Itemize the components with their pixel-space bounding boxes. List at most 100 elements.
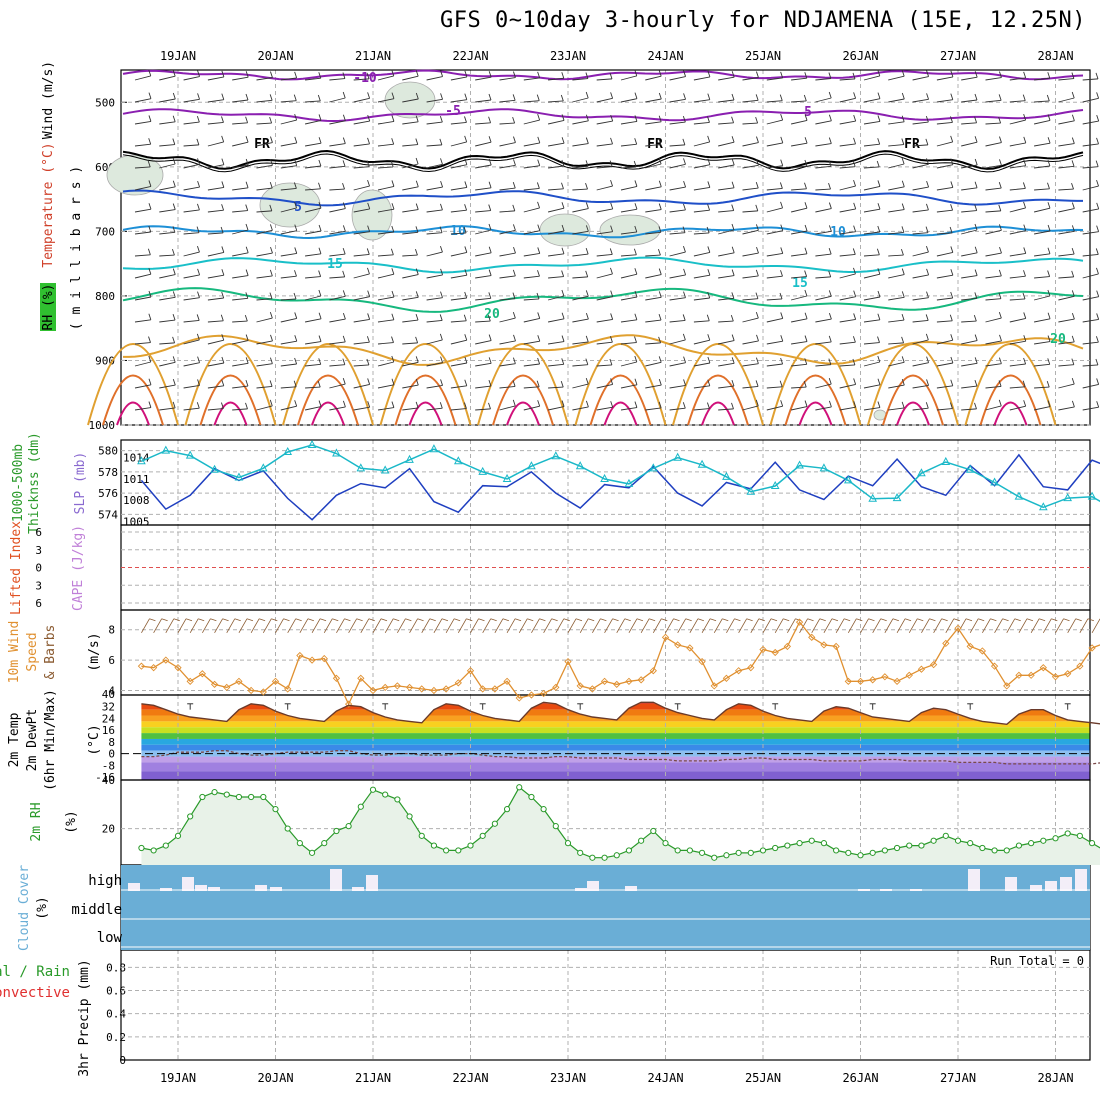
barb (159, 296, 176, 301)
wind10-barb-flag (368, 618, 375, 622)
barb (596, 253, 613, 257)
barb (402, 319, 419, 323)
barb-flag (974, 116, 978, 123)
barb (426, 98, 443, 103)
barb-flag (682, 402, 686, 409)
barb (426, 163, 443, 169)
barb (450, 297, 467, 301)
date-top-1: 20JAN (257, 49, 293, 63)
barb-flag (707, 135, 711, 143)
barb-flag (1046, 94, 1050, 102)
barb-flag (1023, 270, 1026, 277)
barb-flag (683, 70, 686, 77)
diurnal-contour-4-1 (492, 374, 554, 426)
barb (402, 121, 419, 125)
barb (232, 340, 249, 345)
wind10-point (284, 685, 292, 693)
wind10-barb-flag (502, 618, 510, 622)
barb (256, 99, 273, 103)
barb-flag (901, 248, 904, 256)
barb (329, 188, 345, 191)
barb-flag (415, 291, 419, 298)
barb (353, 97, 370, 103)
barb (839, 78, 856, 81)
barb-flag (585, 377, 589, 385)
barb (353, 341, 370, 345)
barb (183, 121, 200, 125)
barb-flag (269, 292, 273, 299)
barb (669, 297, 686, 301)
barb-flag (294, 270, 297, 277)
barb (134, 208, 152, 213)
barb-flag (172, 226, 176, 233)
barb (936, 187, 953, 191)
wind10-barb (226, 618, 236, 633)
barb (572, 120, 589, 125)
wind10-barb-flag (990, 618, 997, 622)
wind10-barb-flag (222, 618, 229, 622)
barb-flag (196, 138, 200, 146)
barb-flag (926, 379, 929, 386)
wind10-barb (397, 618, 406, 633)
barb-flag (172, 401, 176, 409)
barb (912, 319, 929, 323)
barb-flag (926, 291, 929, 298)
wind10-barb-flag (892, 618, 900, 622)
barb-flag (1071, 202, 1075, 209)
barb (475, 187, 492, 191)
date-top-3: 22JAN (452, 49, 488, 63)
barb-flag (706, 402, 710, 409)
wind10-point (698, 657, 706, 666)
barb-flag (391, 268, 395, 275)
barb-flag (561, 159, 565, 167)
barb (450, 232, 467, 235)
barb-flag (658, 291, 662, 298)
barb-flag (1023, 136, 1027, 144)
barb (742, 363, 759, 367)
barb-flag (1047, 182, 1050, 189)
barb (329, 318, 346, 323)
rh2m-point (394, 796, 401, 803)
barb-flag (488, 116, 492, 123)
barb (912, 274, 929, 279)
temp2m-line (141, 701, 1100, 726)
barb (863, 254, 880, 257)
diurnal-contour-3-0 (379, 343, 472, 426)
wind10-point (552, 683, 560, 692)
wind10-barb (1030, 618, 1040, 633)
barb-flag (877, 225, 881, 233)
barb-flag (318, 335, 322, 342)
barb-flag (342, 160, 346, 167)
barb (912, 186, 929, 191)
barb (766, 100, 783, 103)
barb (548, 363, 564, 367)
wind10-barb (701, 618, 711, 633)
barb-flag (1071, 247, 1075, 255)
barb-flag (390, 248, 394, 255)
barb (815, 318, 832, 323)
barb (499, 142, 516, 147)
wind10-barb (165, 618, 175, 633)
barb (912, 339, 929, 345)
precip-ytick-2: 0.4 (106, 1008, 126, 1021)
barb (402, 163, 419, 169)
barb-flag (561, 247, 565, 254)
barb-flag (877, 355, 881, 363)
barb (961, 340, 978, 345)
date-bottom-7: 26JAN (842, 1071, 878, 1085)
wind10-barb-flag (453, 618, 461, 622)
barb-flag (220, 314, 224, 321)
barb-flag (342, 91, 346, 99)
barb (645, 361, 662, 367)
ylabel-temp: Temperature (°C) (41, 142, 56, 267)
barb-flag (706, 226, 710, 234)
barb (159, 121, 176, 125)
barb-flag (755, 204, 759, 212)
barb (377, 319, 394, 323)
slp-point (332, 448, 341, 457)
barb-flag (318, 247, 322, 254)
rh2m-point (991, 847, 998, 854)
wind10-point (625, 677, 633, 685)
barb (377, 121, 395, 125)
wind10-barb-flag (1002, 618, 1009, 622)
